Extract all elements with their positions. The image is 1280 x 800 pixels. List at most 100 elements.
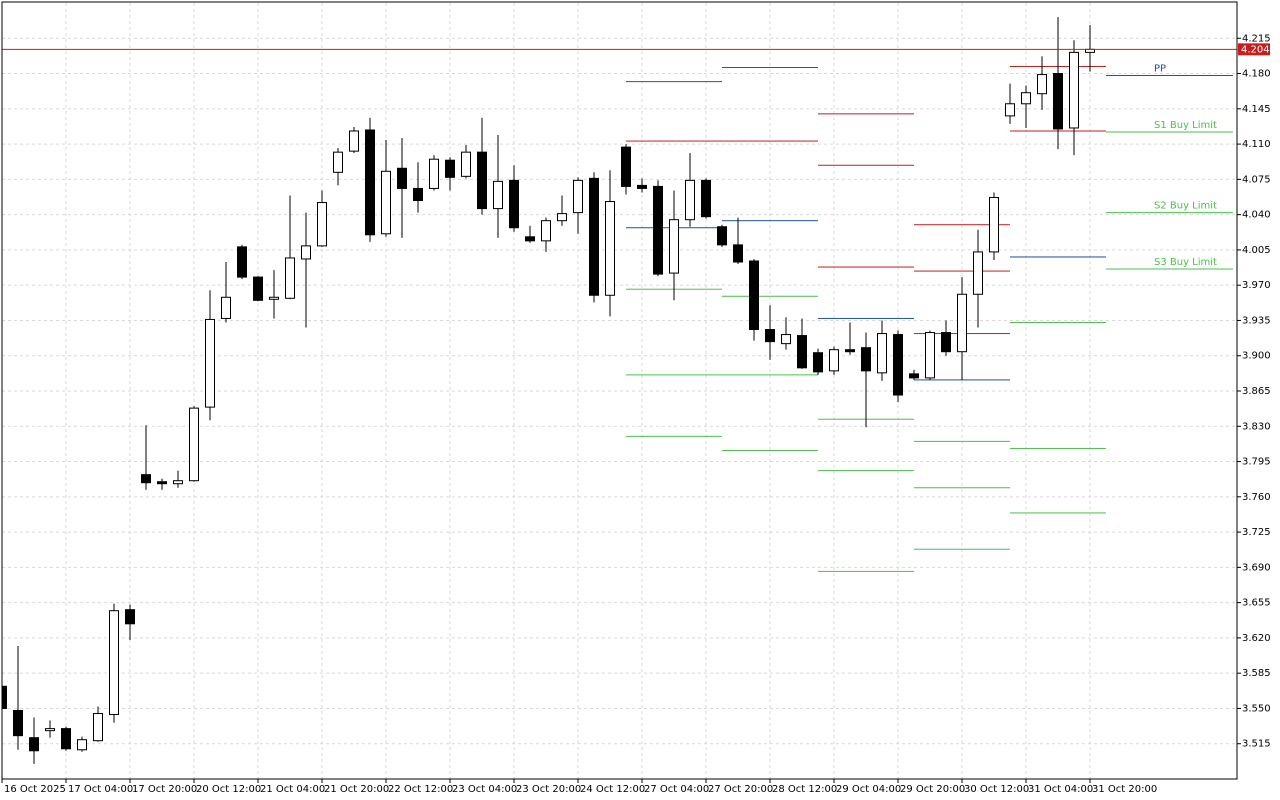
candle-body	[493, 180, 503, 210]
candle-body	[797, 335, 807, 369]
candle-body	[397, 167, 407, 189]
x-tick-label: 21 Oct 20:00	[324, 784, 389, 795]
candle-body	[829, 349, 839, 372]
candle-body	[45, 728, 55, 732]
y-tick-label: 4.075	[1242, 174, 1271, 185]
candle-body	[1005, 103, 1015, 117]
candle-body	[989, 197, 999, 253]
x-tick-label: 17 Oct 04:00	[68, 784, 133, 795]
x-tick-label: 23 Oct 04:00	[452, 784, 517, 795]
candle-body	[253, 276, 263, 301]
candle-body	[925, 332, 935, 379]
y-tick-label: 3.725	[1242, 527, 1271, 538]
candle-body	[1037, 74, 1047, 95]
x-tick-label: 23 Oct 20:00	[516, 784, 581, 795]
candle-body	[1021, 92, 1031, 105]
candle-body	[717, 226, 727, 246]
order-level-label: S2 Buy Limit	[1154, 201, 1217, 212]
candle-body	[733, 244, 743, 263]
current-price-box	[1238, 43, 1270, 56]
candle-body	[557, 213, 567, 222]
candle-body	[237, 246, 247, 278]
candle-body	[861, 347, 871, 372]
candle-body	[125, 609, 135, 625]
candle-body	[349, 130, 359, 152]
candle-body	[637, 184, 647, 189]
x-tick-label: 31 Oct 20:00	[1092, 784, 1157, 795]
candle-body	[525, 236, 535, 242]
x-tick-label: 28 Oct 12:00	[772, 784, 837, 795]
candle-body	[621, 146, 631, 187]
candle-body	[605, 201, 615, 296]
y-tick-label: 4.005	[1242, 245, 1271, 256]
candle-body	[1053, 73, 1063, 130]
candle-body	[813, 352, 823, 373]
y-tick-label: 3.760	[1242, 492, 1271, 503]
y-tick-label: 3.550	[1242, 703, 1271, 714]
candle-body	[365, 129, 375, 236]
order-level-label: S3 Buy Limit	[1154, 257, 1217, 268]
y-tick-label: 3.795	[1242, 457, 1271, 468]
candle-body	[877, 333, 887, 374]
candle-body	[189, 407, 199, 482]
candle-body	[173, 480, 183, 485]
x-tick-label: 27 Oct 04:00	[644, 784, 709, 795]
y-tick-label: 3.655	[1242, 598, 1271, 609]
grid-layer	[1, 3, 1237, 779]
y-tick-label: 3.515	[1242, 739, 1271, 750]
plot-frame	[1, 1, 1238, 780]
candle-body	[461, 151, 471, 177]
x-tick-label: 17 Oct 20:00	[132, 784, 197, 795]
y-tick-label: 3.865	[1242, 386, 1271, 397]
y-tick-label: 3.970	[1242, 280, 1271, 291]
candle-body	[701, 179, 711, 218]
candle-body	[845, 349, 855, 353]
candle-body	[445, 159, 455, 178]
x-tick-label: 20 Oct 12:00	[196, 784, 261, 795]
axis-layer: 3.515 3.550 3.585 3.620 3.655 3.690 3.725 3.760…	[1, 33, 1271, 795]
x-tick-label: 24 Oct 12:00	[580, 784, 645, 795]
candle-body	[61, 728, 71, 750]
x-tick-label: 16 Oct 2025	[4, 784, 66, 795]
candle-body	[573, 179, 583, 214]
candle-body	[141, 474, 151, 484]
candle-body	[893, 334, 903, 396]
x-tick-label: 29 Oct 04:00	[836, 784, 901, 795]
order-level-label: PP	[1154, 64, 1166, 75]
candle-body	[301, 245, 311, 260]
candle-body	[77, 739, 87, 751]
candle-body	[205, 318, 215, 408]
y-tick-label: 3.830	[1242, 421, 1271, 432]
x-tick-label: 30 Oct 12:00	[964, 784, 1029, 795]
candle-body	[333, 151, 343, 173]
x-tick-label: 22 Oct 12:00	[388, 784, 453, 795]
candle-body	[429, 158, 439, 189]
y-tick-label: 3.620	[1242, 633, 1271, 644]
x-tick-label: 31 Oct 04:00	[1028, 784, 1093, 795]
candle-body	[1069, 51, 1079, 129]
x-tick-label: 21 Oct 04:00	[260, 784, 325, 795]
y-tick-label: 3.690	[1242, 562, 1271, 573]
candle-body	[669, 219, 679, 274]
candle-body	[157, 481, 167, 485]
candle-body	[285, 257, 295, 299]
order-level-label: S1 Buy Limit	[1154, 120, 1217, 131]
y-tick-label: 3.585	[1242, 668, 1271, 679]
y-tick-label: 4.040	[1242, 210, 1271, 221]
y-tick-label: 3.900	[1242, 351, 1271, 362]
candle-body	[941, 332, 951, 353]
y-tick-label: 3.935	[1242, 315, 1271, 326]
y-tick-label: 4.215	[1242, 33, 1271, 44]
candle-body	[541, 220, 551, 242]
candle-body	[957, 293, 967, 353]
x-tick-label: 29 Oct 20:00	[900, 784, 965, 795]
candle-body	[29, 737, 39, 752]
candle-body	[749, 260, 759, 331]
y-tick-label: 4.110	[1242, 139, 1271, 150]
candle-body	[765, 329, 775, 343]
candle-body	[13, 709, 23, 737]
candle-body	[909, 373, 919, 379]
candle-body	[221, 296, 231, 319]
